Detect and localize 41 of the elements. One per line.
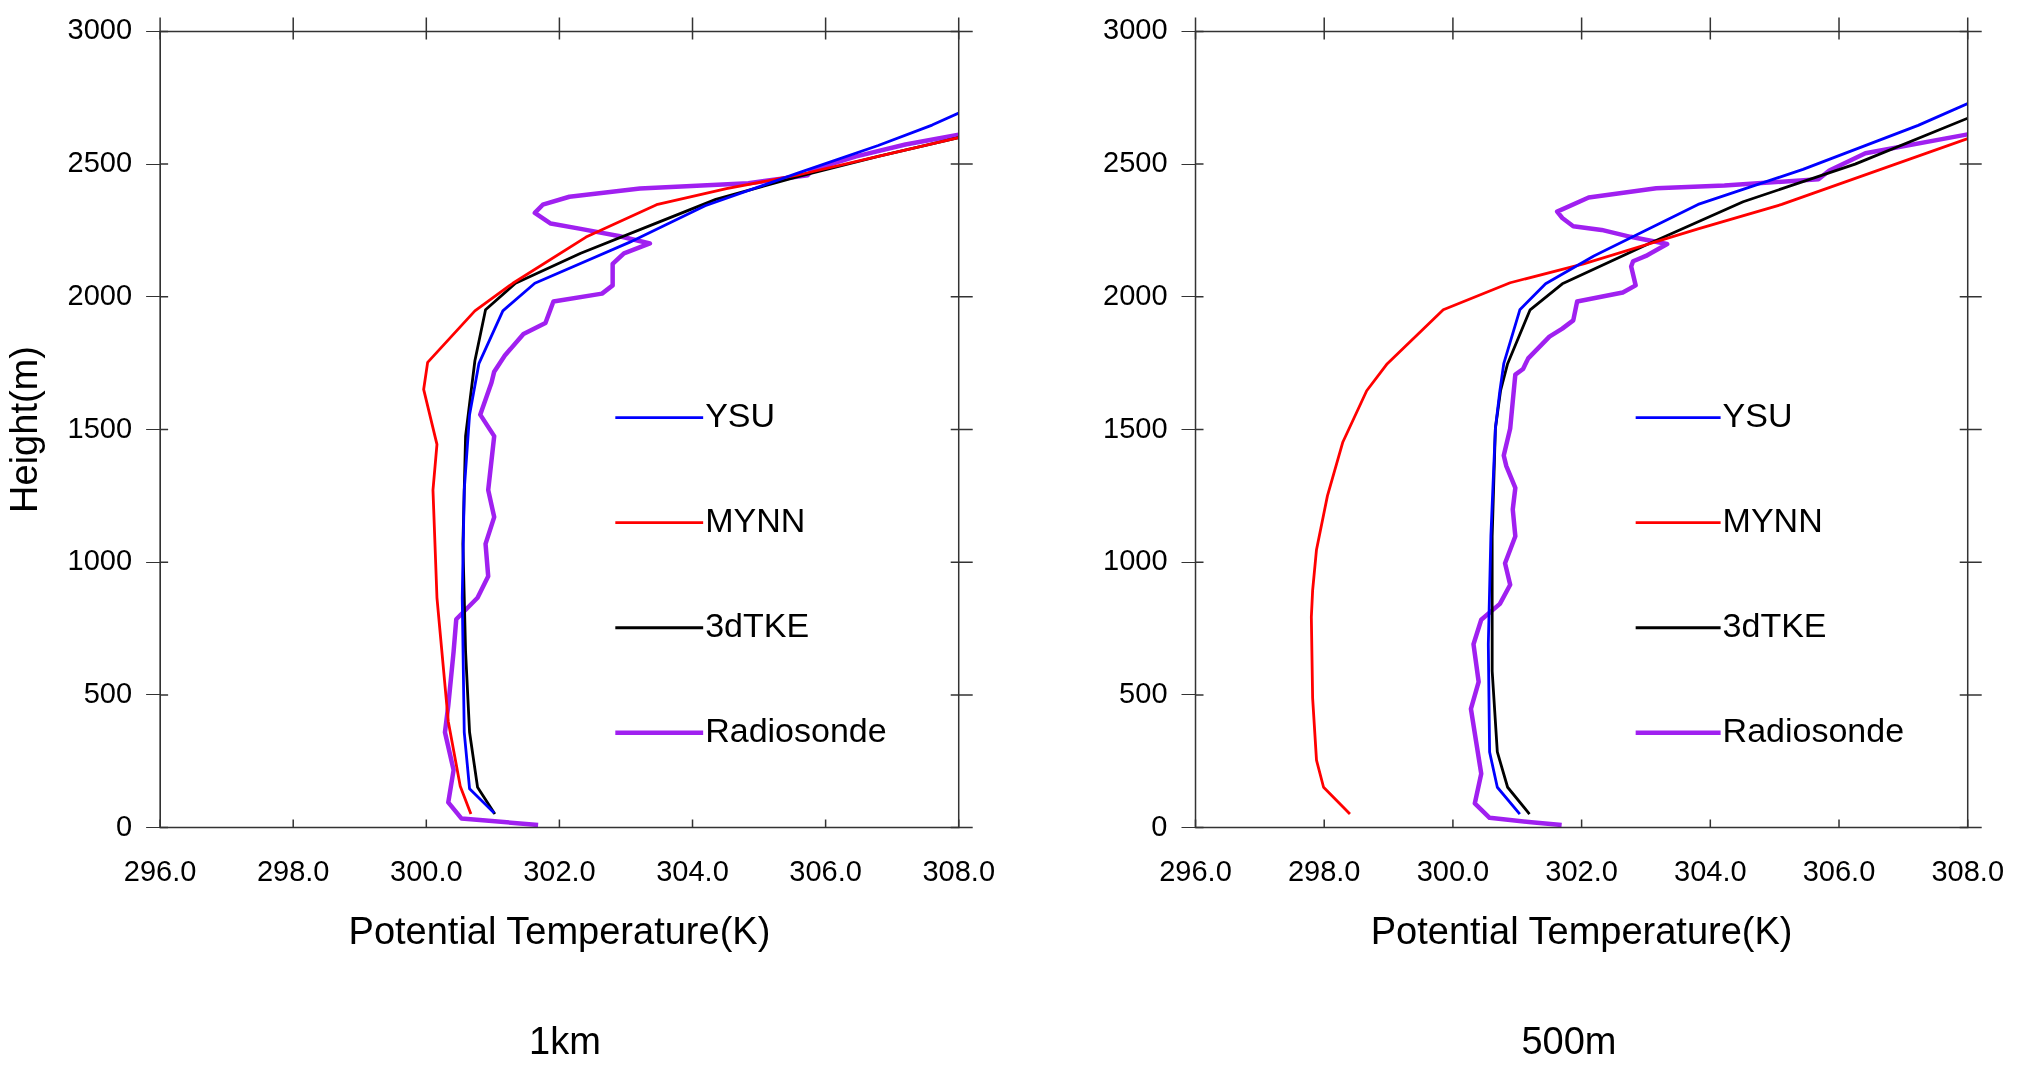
x-tick-label: 296.0: [1159, 855, 1232, 887]
x-axis-title: Potential Temperature(K): [348, 909, 771, 952]
y-tick-label: 1500: [67, 411, 133, 444]
x-axis-title: Potential Temperature(K): [1370, 909, 1793, 952]
x-tick-label: 296.0: [123, 855, 197, 887]
legend-label: 3dTKE: [1722, 606, 1827, 645]
x-tick-label: 304.0: [656, 855, 729, 887]
text: 1km: [529, 1020, 601, 1063]
legend-label: Radiosonde: [705, 711, 887, 750]
x-tick-label: 302.0: [523, 855, 596, 887]
x-tick-label: 306.0: [789, 855, 862, 887]
y-tick-label: 1000: [1103, 544, 1168, 577]
legend-label: MYNN: [1722, 501, 1823, 540]
y-tick-label: 2000: [1103, 278, 1168, 311]
y-tick-label: 500: [1119, 676, 1168, 709]
y-tick-label: 0: [1151, 809, 1168, 842]
y-tick-label: 2000: [67, 278, 133, 311]
legend-label: YSU: [1722, 395, 1793, 434]
y-tick-label: 1000: [67, 544, 133, 577]
y-tick-label: 3000: [67, 13, 133, 46]
x-tick-label: 308.0: [1931, 855, 2004, 887]
x-tick-label: 308.0: [922, 855, 995, 887]
x-tick-label: 300.0: [1416, 855, 1490, 887]
legend-label: MYNN: [705, 501, 806, 540]
x-tick-label: 298.0: [256, 855, 330, 887]
legend-label: Radiosonde: [1722, 711, 1905, 750]
x-tick-label: 306.0: [1802, 855, 1876, 887]
y-tick-label: 500: [83, 676, 133, 709]
y-tick-label: 2500: [67, 146, 133, 179]
y-tick-label: 2500: [1103, 146, 1168, 179]
y-axis-title: Height(m): [3, 346, 46, 513]
x-tick-label: 302.0: [1545, 855, 1618, 887]
x-tick-label: 304.0: [1674, 855, 1747, 887]
legend-label: YSU: [705, 395, 776, 434]
x-tick-label: 298.0: [1287, 855, 1361, 887]
y-tick-label: 3000: [1103, 13, 1168, 46]
y-tick-label: 1500: [1103, 411, 1168, 444]
x-tick-label: 300.0: [390, 855, 463, 887]
legend-label: 3dTKE: [705, 606, 810, 645]
text: 500m: [1521, 1020, 1617, 1063]
y-tick-label: 0: [115, 809, 133, 842]
